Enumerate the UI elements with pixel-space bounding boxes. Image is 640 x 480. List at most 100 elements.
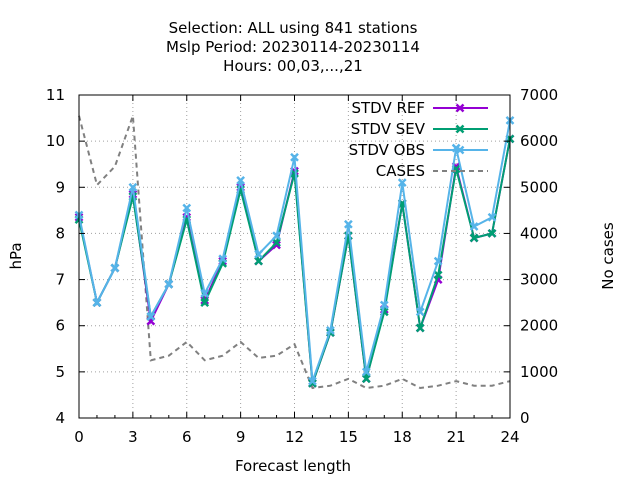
legend-marker-stroke-b (455, 124, 465, 134)
y-tick-label: 7 (55, 271, 65, 289)
data-point-stdv-obs (128, 182, 138, 192)
data-point-stdv-obs (433, 256, 443, 266)
data-point-stdv-obs (272, 231, 281, 241)
data-point-stdv-obs-stroke-b (433, 256, 443, 266)
data-point-stdv-sev (272, 238, 281, 248)
y-axis-label: hPa (7, 242, 25, 269)
chart-title: Selection: ALL using 841 stations Mslp P… (166, 19, 420, 75)
data-point-stdv-ref (272, 240, 281, 250)
x-tick-label: 12 (285, 428, 304, 446)
series-layer (74, 115, 515, 390)
x-tick-label: 3 (128, 428, 138, 446)
data-point-stdv-obs (236, 175, 246, 185)
data-point-stdv-sev-stroke-b (290, 169, 299, 178)
data-point-stdv-obs-stroke-b (397, 178, 407, 188)
series-line-stdv-obs (78, 120, 511, 382)
x-tick-label: 15 (339, 428, 358, 446)
legend-marker (455, 124, 465, 134)
series-line-cases (78, 115, 511, 390)
data-point-stdv-obs (110, 263, 120, 273)
legend-marker-stroke-b (455, 145, 465, 155)
legend-label: STDV REF (351, 99, 425, 117)
y2-axis-label: No cases (599, 222, 617, 290)
legend-label: CASES (376, 162, 425, 180)
data-point-stdv-obs-stroke-b (110, 263, 120, 273)
data-point-stdv-sev-stroke-b (487, 229, 497, 238)
title-line-1: Selection: ALL using 841 stations (169, 19, 418, 37)
data-point-stdv-obs-stroke-b (487, 212, 497, 222)
data-point-stdv-sev-stroke-b (254, 256, 263, 266)
data-point-stdv-obs-stroke-b (469, 222, 479, 231)
legend-marker (455, 103, 465, 113)
axis-ticks: 0 3 6 9 12 15 18 21 24 4 5 6 7 8 9 10 11 0 1000 2000 3000 400… (46, 86, 558, 446)
x-tick-label: 6 (182, 428, 192, 446)
data-point-stdv-obs-stroke-b (236, 175, 246, 185)
data-point-stdv-obs (487, 212, 497, 222)
data-point-stdv-obs (415, 307, 425, 317)
y2-tick-label: 7000 (520, 86, 558, 104)
data-point-stdv-obs-stroke-b (218, 254, 228, 264)
y2-tick-label: 1000 (520, 363, 558, 381)
data-point-stdv-obs (182, 203, 192, 213)
data-point-stdv-sev-stroke-b (361, 374, 371, 384)
data-point-stdv-obs (218, 254, 228, 264)
data-point-stdv-obs (164, 279, 174, 289)
data-point-stdv-obs (379, 300, 389, 310)
data-point-stdv-sev (415, 323, 425, 333)
data-point-stdv-sev (254, 256, 263, 266)
data-point-stdv-obs (343, 219, 353, 229)
y-tick-label: 6 (55, 317, 65, 335)
y2-tick-label: 3000 (520, 271, 558, 289)
data-point-stdv-sev (433, 270, 443, 280)
data-point-stdv-obs-stroke-b (200, 289, 210, 298)
x-tick-label: 21 (447, 428, 466, 446)
data-point-stdv-sev (487, 229, 497, 238)
data-point-stdv-obs-stroke-b (92, 298, 102, 308)
data-point-stdv-ref-stroke-b (290, 166, 299, 176)
data-point-stdv-obs-stroke-b (361, 367, 371, 377)
data-point-stdv-obs (308, 376, 317, 386)
data-point-stdv-obs-stroke-b (290, 152, 299, 162)
data-point-stdv-sev-stroke-b (469, 233, 479, 243)
y-tick-label: 8 (55, 224, 65, 242)
data-point-stdv-ref-stroke-b (272, 240, 281, 250)
data-point-stdv-obs-stroke-b (164, 279, 174, 289)
data-point-stdv-sev (308, 379, 317, 388)
data-point-stdv-sev (200, 298, 210, 308)
y2-tick-label: 5000 (520, 178, 558, 196)
data-point-stdv-obs-stroke-b (326, 325, 335, 335)
data-point-stdv-sev-stroke-b (308, 379, 317, 388)
data-point-stdv-obs (361, 367, 371, 377)
y2-tick-label: 6000 (520, 132, 558, 150)
data-point-stdv-sev-stroke-b (200, 298, 210, 308)
data-point-stdv-obs-stroke-b (182, 203, 192, 213)
data-point-stdv-obs-stroke-b (272, 231, 281, 241)
data-point-stdv-obs-stroke-b (415, 307, 425, 317)
data-point-stdv-obs (146, 312, 156, 321)
x-tick-label: 9 (236, 428, 246, 446)
data-point-stdv-obs (290, 152, 299, 162)
y-tick-label: 9 (55, 178, 65, 196)
data-point-stdv-obs (92, 298, 102, 308)
legend-label: STDV OBS (349, 141, 425, 159)
data-point-stdv-obs-stroke-b (308, 376, 317, 386)
y-tick-label: 11 (46, 86, 65, 104)
data-point-stdv-obs-stroke-b (379, 300, 389, 310)
y-tick-label: 10 (46, 132, 65, 150)
y2-tick-label: 0 (520, 409, 530, 427)
data-point-stdv-sev-stroke-b (272, 238, 281, 248)
data-point-stdv-obs (326, 325, 335, 335)
data-point-stdv-obs-stroke-b (128, 182, 138, 192)
data-point-stdv-obs-stroke-b (343, 219, 353, 229)
x-tick-label: 24 (500, 428, 519, 446)
data-point-stdv-obs (469, 222, 479, 231)
data-point-stdv-obs (200, 289, 210, 298)
y-tick-label: 5 (55, 363, 65, 381)
data-point-stdv-obs-stroke-b (146, 312, 156, 321)
y2-tick-label: 2000 (520, 317, 558, 335)
y2-tick-label: 4000 (520, 224, 558, 242)
data-point-stdv-sev-stroke-b (433, 270, 443, 280)
data-point-stdv-sev (361, 374, 371, 384)
title-line-3: Hours: 00,03,...,21 (223, 57, 363, 75)
